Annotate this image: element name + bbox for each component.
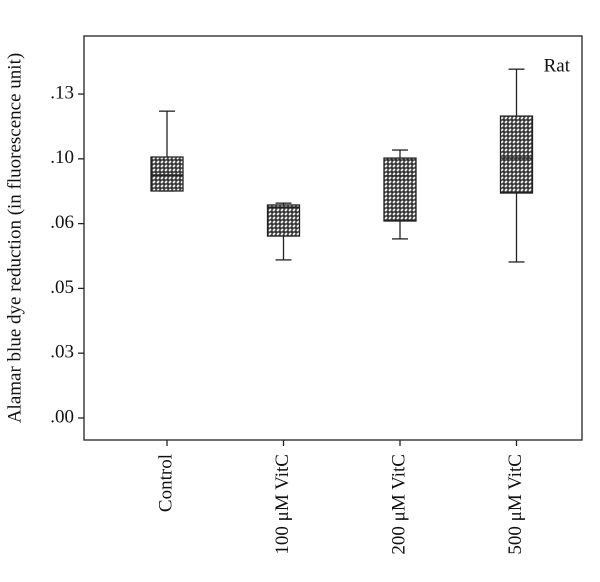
y-tick-label: .10 xyxy=(50,147,74,168)
x-tick-label: 200 μM VitC xyxy=(388,454,409,555)
y-tick-label: .06 xyxy=(50,212,74,233)
y-axis-label: Alamar blue dye reduction (in fluorescen… xyxy=(4,53,25,423)
box xyxy=(383,157,417,222)
y-tick-label: .00 xyxy=(50,406,74,427)
y-tick-label: .05 xyxy=(50,277,74,298)
x-tick-label: 500 μM VitC xyxy=(505,454,526,555)
x-tick-label: Control xyxy=(155,454,176,512)
box xyxy=(150,156,184,192)
box xyxy=(499,115,534,194)
y-tick-label: .03 xyxy=(50,342,74,363)
annotation: Rat xyxy=(544,55,571,76)
y-tick-label: .13 xyxy=(50,82,74,103)
box xyxy=(266,204,301,237)
plot-frame xyxy=(83,35,583,441)
x-tick-label: 100 μM VitC xyxy=(272,454,293,555)
